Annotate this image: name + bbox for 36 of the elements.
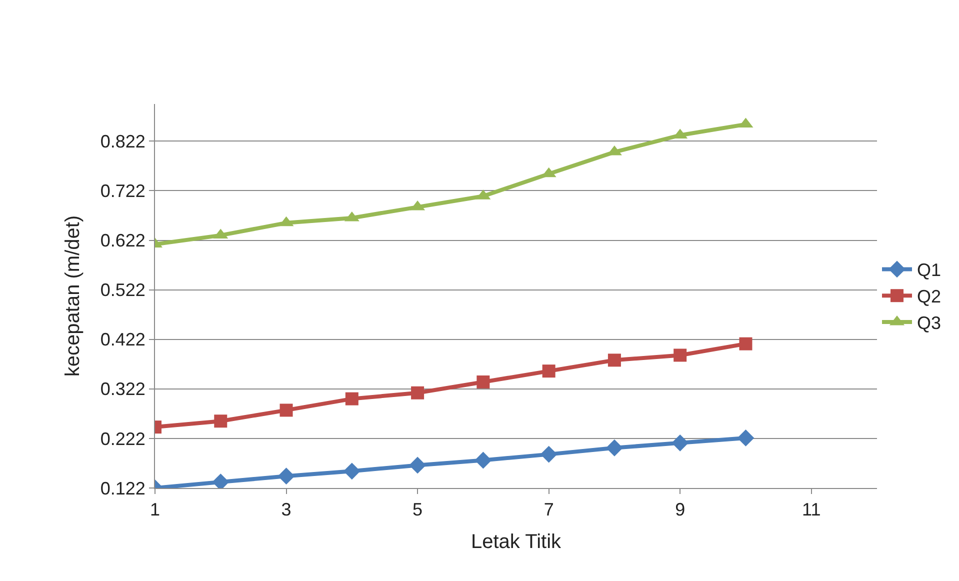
- point: [345, 392, 358, 406]
- x-tick-label: 5: [412, 500, 423, 520]
- y-tick-label: 0.222: [100, 428, 146, 449]
- point: [343, 462, 360, 480]
- legend-label: Q2: [917, 286, 942, 307]
- x-tick-label: 7: [544, 500, 554, 520]
- y-tick-label: 0.722: [100, 181, 146, 202]
- y-tick-label: 0.522: [100, 280, 146, 300]
- x-tick-label: 3: [281, 500, 292, 520]
- point: [737, 430, 754, 446]
- point: [606, 439, 623, 456]
- point: [542, 364, 556, 378]
- legend-label: Q1: [917, 260, 942, 280]
- point: [409, 456, 426, 474]
- point: [280, 404, 293, 417]
- point: [540, 446, 558, 463]
- point: [739, 337, 752, 350]
- y-tick-label: 0.422: [100, 330, 146, 350]
- point: [474, 452, 492, 469]
- y-tick-label: 0.122: [100, 478, 146, 498]
- point: [214, 414, 228, 428]
- y-axis-title: kecepatan (m/det): [62, 215, 84, 377]
- legend-label: Q3: [917, 313, 942, 334]
- x-tick-label: 9: [675, 500, 686, 520]
- point: [674, 348, 687, 362]
- y-tick-label: 0.822: [100, 131, 146, 152]
- point: [608, 354, 621, 367]
- point: [411, 386, 424, 400]
- y-tick-label: 0.322: [100, 379, 146, 400]
- y-tick-label: 0.622: [100, 230, 146, 251]
- x-axis-title: Letak Titik: [470, 531, 562, 554]
- point: [672, 434, 689, 452]
- point: [278, 468, 295, 485]
- x-tick-label: 1: [150, 500, 160, 520]
- point: [476, 375, 490, 388]
- x-tick-label: 11: [802, 500, 821, 520]
